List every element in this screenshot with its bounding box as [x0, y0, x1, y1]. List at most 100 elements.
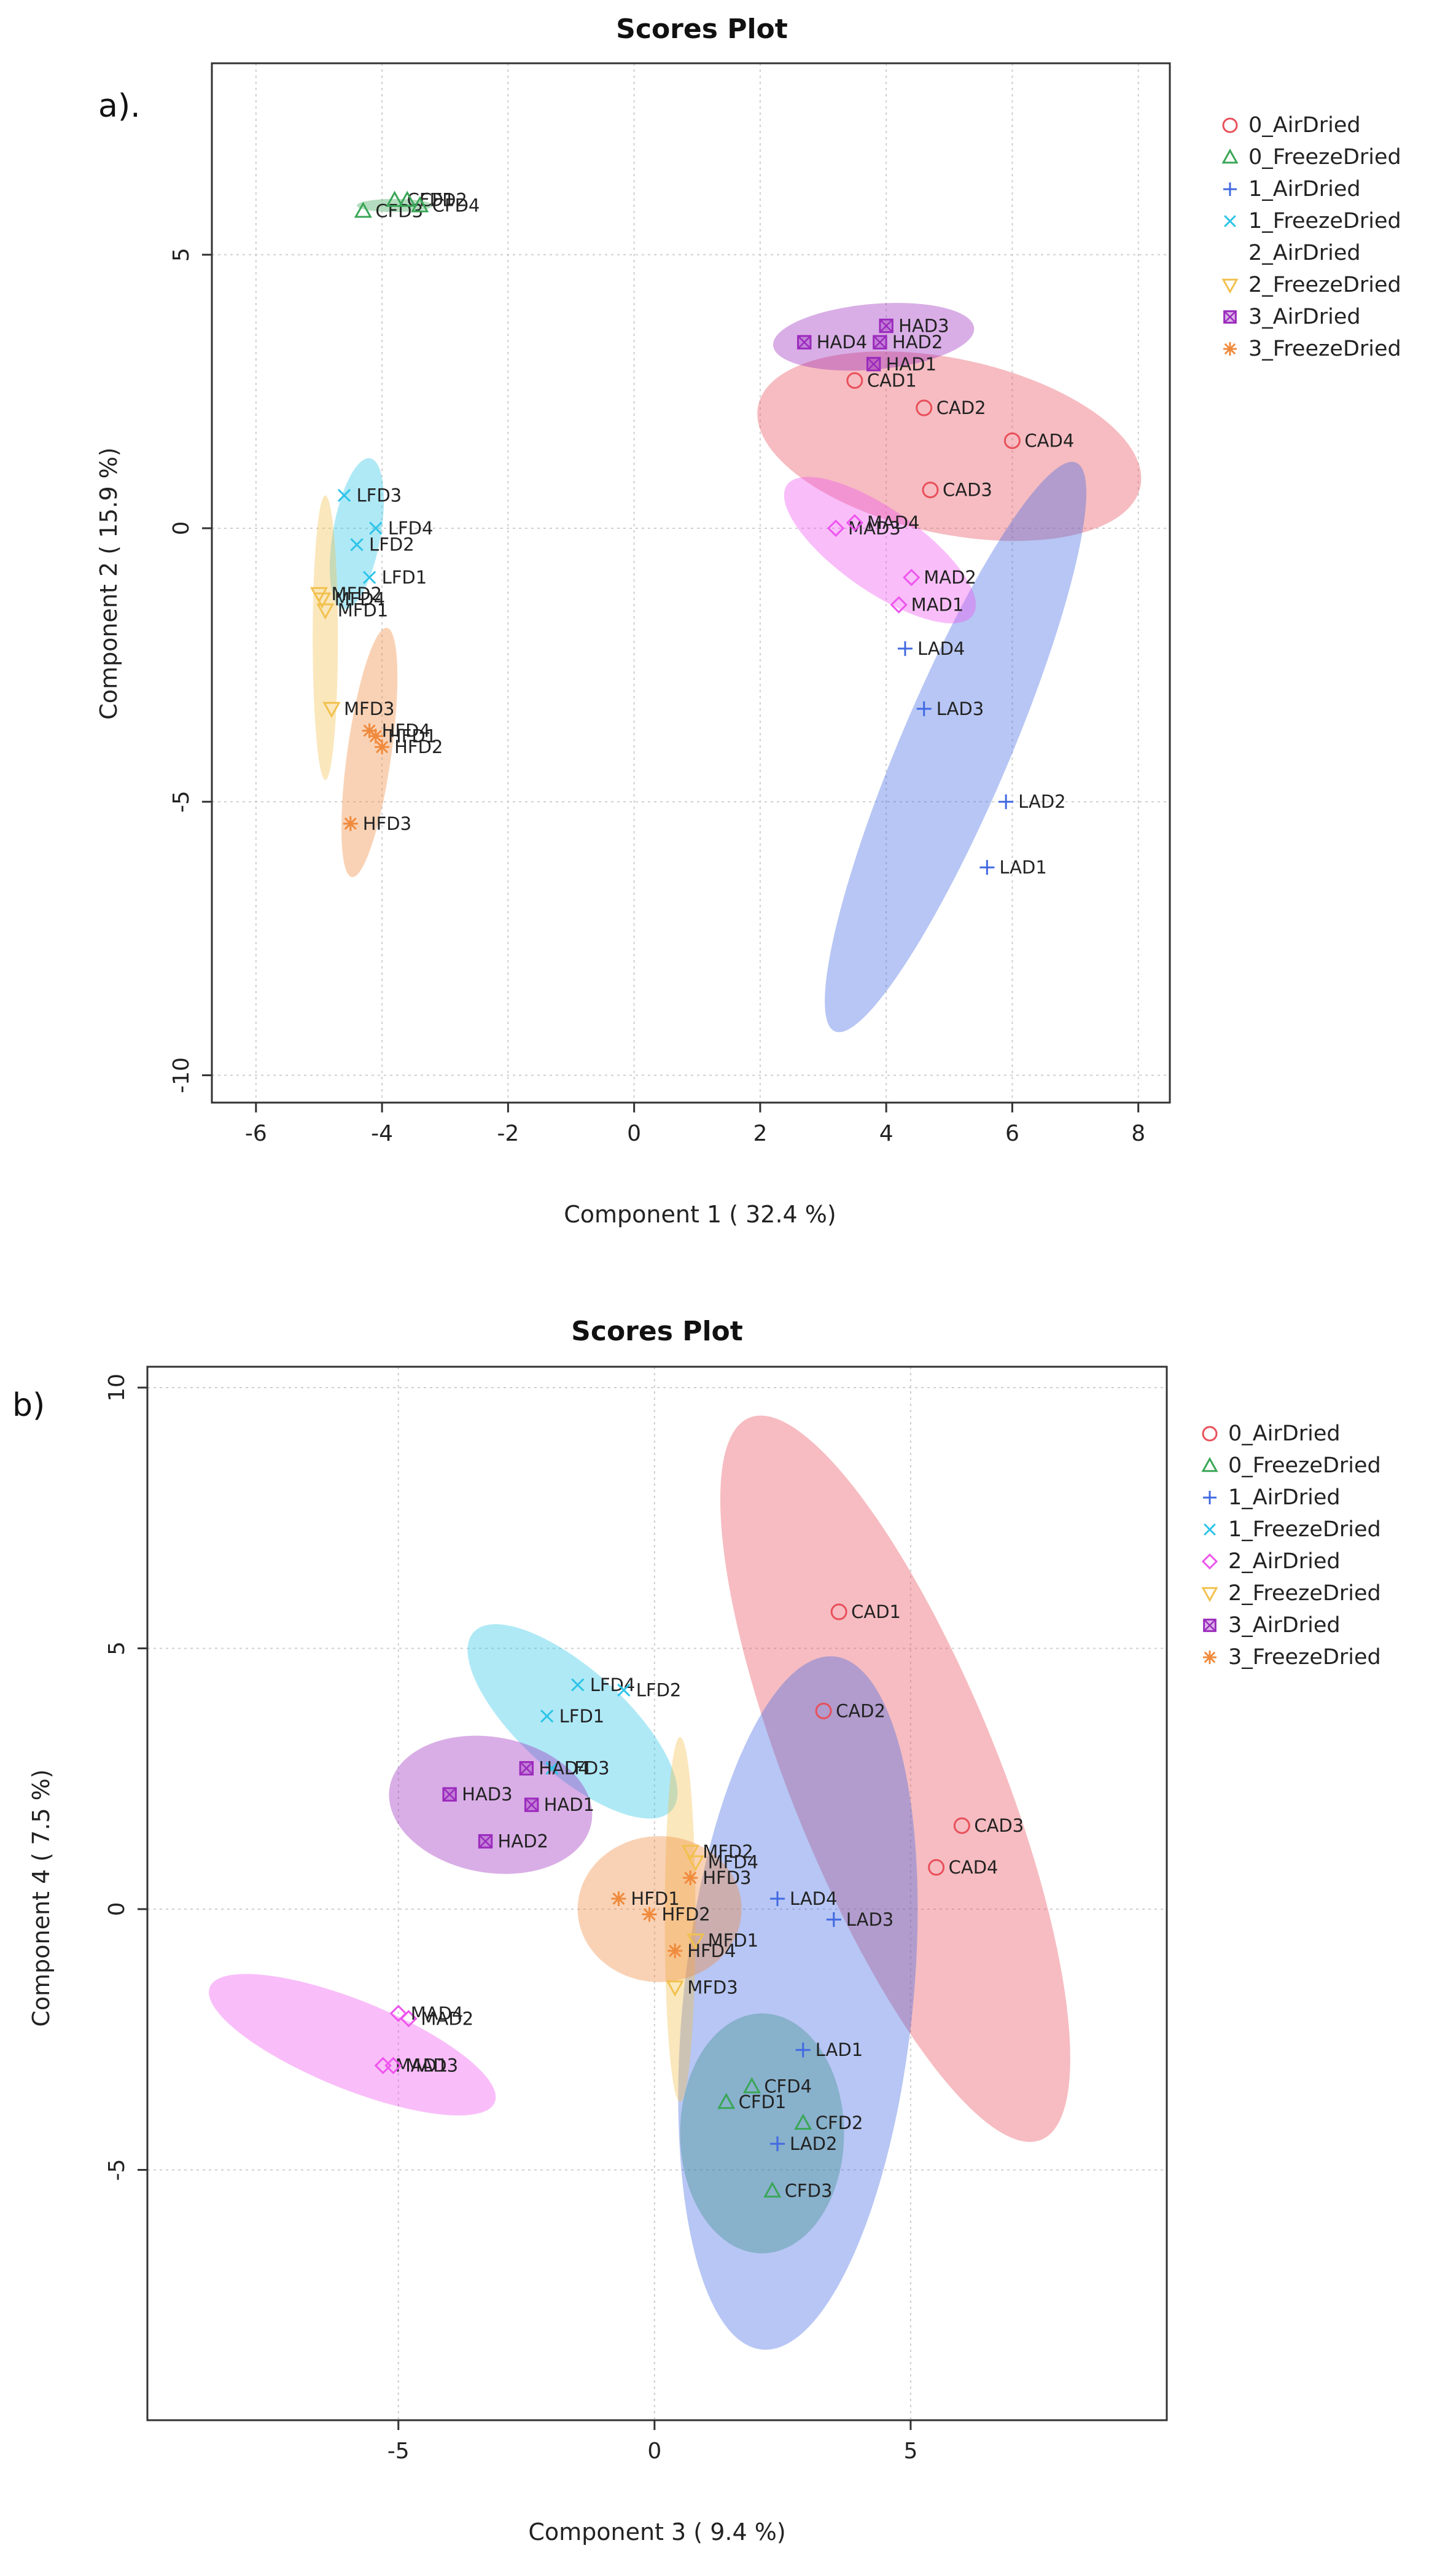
data-point-mfd3 [666, 1980, 684, 1997]
legend-item-0-freezedried: 0_FreezeDried [1201, 1453, 1381, 1478]
data-point-mad2 [903, 568, 921, 587]
x-tick-label: -2 [497, 1121, 519, 1146]
point-label: MFD2 [703, 1842, 753, 1862]
legend-item-0-freezedried: 0_FreezeDried [1221, 145, 1401, 170]
legend-label: 0_FreezeDried [1248, 145, 1401, 170]
data-point-hfd3 [343, 816, 358, 831]
legend-label: 3_AirDried [1228, 1613, 1341, 1638]
point-label: CAD3 [974, 1815, 1024, 1836]
point-label: HFD4 [382, 720, 430, 741]
plot-frame-a [211, 62, 1171, 1104]
x-axis-label-b: Component 3 ( 9.4 %) [528, 2518, 785, 2546]
point-label: CFD2 [816, 2112, 863, 2133]
point-label: LAD1 [816, 2039, 863, 2060]
confidence-ellipse-1-freezedried [467, 1624, 678, 1819]
data-point-lfd2 [617, 1683, 631, 1697]
point-label: LAD2 [790, 2133, 837, 2154]
point-label: LFD1 [559, 1706, 605, 1727]
confidence-ellipse-2-freezedried [664, 1737, 696, 2103]
data-point-cad1 [830, 1603, 847, 1620]
point-label: LFD3 [564, 1758, 610, 1779]
legend-item-1-airdried: 1_AirDried [1223, 177, 1361, 201]
legend-item-3-airdried: 3_AirDried [1203, 1613, 1341, 1638]
legend-label: 0_AirDried [1228, 1421, 1341, 1446]
legend-item-3-freezedried: 3_FreezeDried [1223, 337, 1401, 361]
data-point-cfd4 [742, 2077, 761, 2093]
panel-label-b: b) [12, 1387, 45, 1424]
data-point-cfd2 [398, 190, 416, 207]
point-label: HAD2 [892, 332, 943, 353]
x-tick-label: 4 [879, 1121, 893, 1146]
point-label: MAD2 [421, 2008, 473, 2029]
data-point-had3 [442, 1787, 457, 1802]
point-label: HAD3 [462, 1784, 512, 1805]
data-point-hfd3 [683, 1870, 698, 1886]
data-point-had2 [478, 1834, 493, 1849]
x-tick-label: 2 [753, 1121, 767, 1146]
data-point-had1 [524, 1797, 539, 1812]
legend-label: 2_AirDried [1248, 241, 1361, 265]
point-label: HAD4 [539, 1758, 589, 1779]
legend-label: 1_AirDried [1248, 177, 1361, 201]
legend-label: 0_FreezeDried [1228, 1453, 1381, 1478]
data-point-lad2 [770, 2136, 785, 2152]
confidence-ellipse-2-airdried [784, 477, 976, 623]
confidence-ellipse-1-airdried [825, 461, 1086, 1033]
data-point-had3 [879, 318, 893, 334]
legend-b: 0_AirDried 0_FreezeDried 1_AirDried 1_Freez… [1201, 1421, 1381, 1670]
point-label: CAD4 [949, 1857, 999, 1878]
point-label: LAD4 [917, 638, 965, 659]
chart-title-a: Scores Plot [616, 14, 788, 45]
data-point-mfd2 [681, 1845, 699, 1861]
point-label: LFD4 [388, 518, 434, 539]
point-label: MFD3 [344, 698, 394, 719]
point-label: MFD2 [331, 584, 381, 604]
point-label: LFD2 [369, 534, 415, 555]
point-label: MFD4 [708, 1852, 758, 1873]
data-point-mad4 [846, 514, 863, 532]
point-label: HAD3 [898, 315, 949, 336]
data-point-lfd4 [369, 522, 383, 535]
data-point-cfd1 [717, 2093, 736, 2109]
confidence-ellipse-1-airdried [678, 1656, 918, 2350]
point-label: LFD2 [636, 1679, 682, 1700]
data-point-cad3 [953, 1817, 970, 1834]
y-axis-label-a: Component 2 ( 15.9 %) [95, 447, 122, 719]
point-label: MAD4 [867, 512, 920, 533]
data-point-mfd4 [313, 592, 332, 609]
data-point-lad3 [826, 1912, 841, 1927]
legend-label: 3_FreezeDried [1248, 337, 1401, 361]
data-point-mfd4 [687, 1855, 705, 1872]
scores-plot-b: Scores Plot b) CAD1CAD2CAD3CAD4CFD1CFD4C… [12, 1316, 1381, 2546]
point-label: MFD1 [708, 1930, 758, 1951]
point-label: CFD3 [785, 2180, 833, 2201]
data-point-lad4 [897, 641, 913, 656]
data-point-cfd1 [386, 190, 404, 207]
data-point-cad1 [846, 372, 863, 389]
point-label: LAD3 [846, 1909, 893, 1930]
point-label: LFD4 [590, 1674, 636, 1695]
data-point-lfd4 [571, 1678, 585, 1692]
x-tick-label: 8 [1131, 1121, 1145, 1146]
point-label: CAD2 [836, 1700, 886, 1721]
data-point-mad3 [827, 519, 845, 537]
data-point-had4 [519, 1761, 534, 1776]
point-label: MAD2 [924, 567, 976, 588]
data-point-lad3 [916, 701, 932, 716]
data-point-cfd2 [794, 2113, 812, 2130]
point-label: MFD3 [687, 1977, 738, 1998]
data-point-cfd3 [354, 201, 372, 218]
data-point-lfd1 [362, 571, 376, 584]
confidence-ellipse-2-freezedried [313, 495, 338, 780]
y-tick-label: 5 [104, 1641, 130, 1655]
point-label: LAD1 [999, 857, 1046, 878]
legend-label: 1_AirDried [1228, 1485, 1341, 1510]
legend-label: 3_FreezeDried [1228, 1645, 1381, 1670]
legend-label: 2_AirDried [1228, 1549, 1341, 1574]
legend-label: 3_AirDried [1248, 305, 1361, 329]
data-point-cfd4 [411, 196, 429, 213]
x-tick-label: 0 [647, 2439, 661, 2464]
point-label: HFD2 [394, 737, 443, 757]
legend-item-0-airdried: 0_AirDried [1222, 113, 1361, 138]
x-tick-label: -4 [371, 1121, 393, 1146]
